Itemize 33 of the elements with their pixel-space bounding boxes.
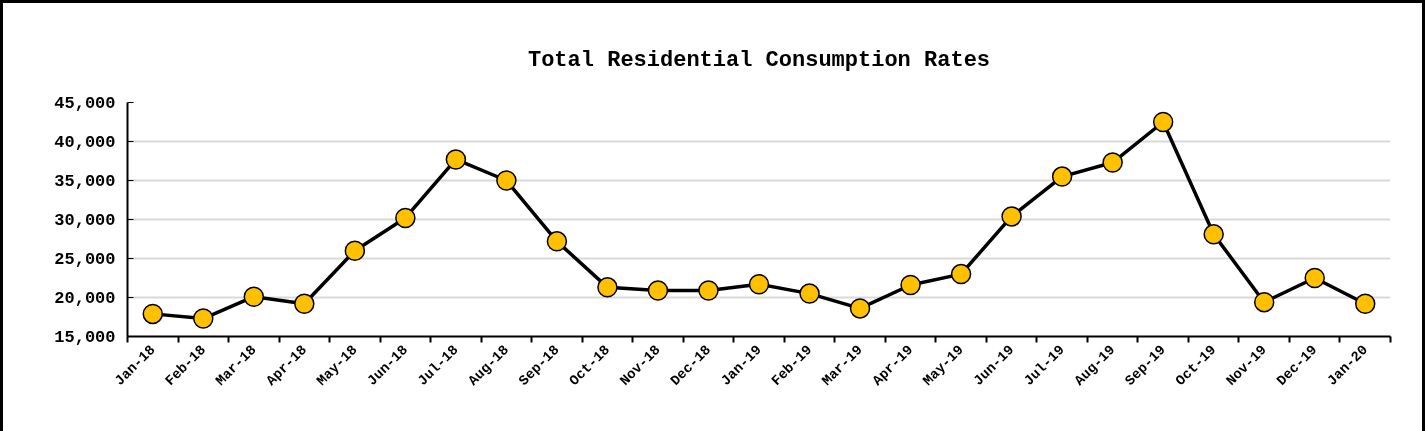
point	[799, 283, 820, 304]
y-tick-label: 20,000	[54, 289, 116, 308]
point	[496, 170, 517, 191]
y-tick-label: 15,000	[54, 328, 116, 347]
point	[344, 240, 366, 261]
point	[445, 149, 467, 170]
point	[1001, 206, 1022, 227]
point	[900, 274, 921, 296]
y-tick-label: 40,000	[54, 133, 116, 152]
point	[698, 280, 719, 301]
point	[142, 303, 164, 325]
point	[647, 280, 669, 301]
point	[294, 293, 315, 314]
point	[1152, 111, 1174, 133]
chart-title: Total Residential Consumption Rates	[527, 47, 991, 73]
point	[1304, 267, 1325, 289]
point	[1051, 166, 1073, 187]
point	[193, 308, 214, 329]
point	[1354, 293, 1376, 314]
y-tick-label: 25,000	[54, 250, 116, 269]
point	[849, 298, 871, 319]
y-tick-label: 30,000	[54, 211, 116, 230]
point	[546, 231, 568, 252]
point	[395, 207, 416, 229]
point	[597, 277, 618, 298]
point	[1253, 291, 1275, 313]
y-tick-label: 45,000	[54, 94, 116, 113]
point	[748, 274, 770, 295]
point	[1203, 224, 1224, 245]
point	[950, 263, 972, 285]
point	[1102, 152, 1123, 173]
y-tick-label: 35,000	[54, 172, 116, 191]
point	[243, 286, 265, 307]
